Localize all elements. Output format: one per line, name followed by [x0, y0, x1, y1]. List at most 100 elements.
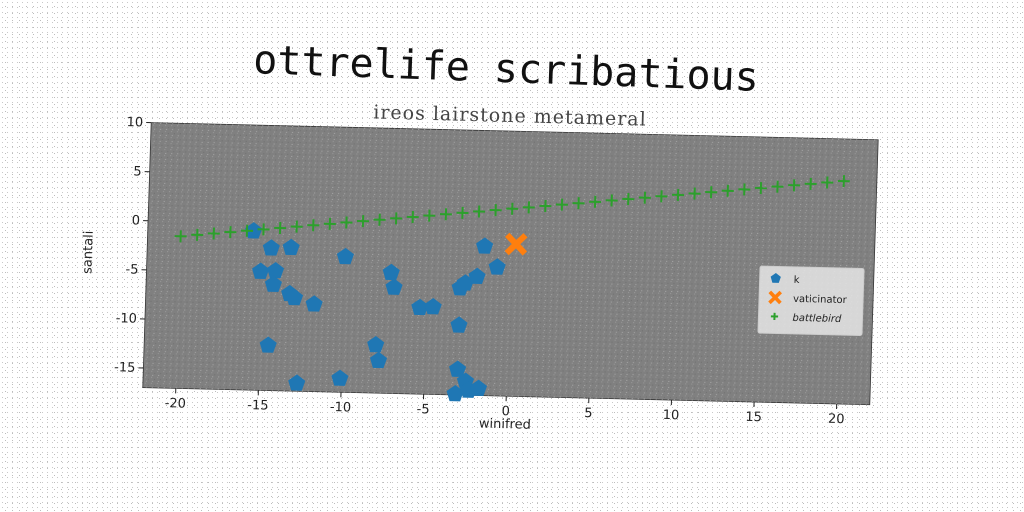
x-tick-label: -5 — [416, 402, 429, 417]
y-tick-label: 0 — [132, 213, 141, 228]
data-point — [411, 298, 429, 316]
data-point — [638, 191, 651, 204]
legend-label: vaticinator — [793, 294, 848, 306]
data-point — [274, 221, 287, 235]
data-point — [655, 190, 668, 203]
data-point — [385, 278, 403, 295]
data-point — [252, 262, 270, 279]
data-point — [450, 316, 468, 333]
x-tick-label: 5 — [584, 406, 593, 421]
data-point — [788, 179, 801, 192]
plot-noise — [142, 122, 879, 405]
data-point — [340, 216, 353, 229]
data-point — [804, 177, 817, 190]
data-point — [356, 215, 370, 228]
data-point — [469, 379, 488, 397]
data-point — [488, 258, 506, 275]
data-point — [721, 184, 734, 197]
data-point — [821, 176, 834, 189]
data-point — [174, 230, 187, 243]
data-point — [439, 208, 452, 221]
data-point — [264, 275, 283, 293]
series-battlebird — [174, 175, 850, 243]
data-point — [456, 206, 469, 219]
legend-marker — [768, 290, 782, 305]
data-point — [555, 198, 568, 211]
legend-label: battlebird — [792, 313, 842, 325]
data-point — [390, 212, 403, 225]
data-point — [738, 183, 751, 196]
data-point — [446, 384, 464, 402]
chart-title: ottrelife scribatious — [253, 37, 760, 101]
data-point — [476, 237, 494, 254]
plot-area: -20 -15 -10 -5 0 5 10 15 20 10 5 0 -5 -10 -15 k vaticin… — [80, 115, 879, 433]
data-point — [240, 224, 253, 237]
data-point — [506, 202, 519, 215]
data-point — [423, 209, 436, 222]
data-point — [288, 374, 306, 391]
data-point — [688, 187, 701, 200]
data-point — [331, 369, 349, 386]
x-tick-label: -10 — [330, 400, 352, 415]
data-point — [282, 238, 300, 256]
data-point — [456, 274, 474, 291]
data-marks — [174, 175, 850, 402]
data-point — [837, 175, 850, 188]
y-tick-label: 10 — [126, 115, 143, 130]
y-tick-label: -10 — [115, 311, 137, 326]
series-k — [245, 222, 506, 402]
x-tick-label: 10 — [662, 408, 679, 423]
chart-subtitle: ireos lairstone metameral — [373, 101, 647, 130]
data-point — [449, 360, 467, 377]
legend-marker — [770, 312, 779, 321]
x-tick-label: 20 — [828, 412, 845, 427]
data-point — [369, 351, 388, 369]
series-vaticinator — [504, 232, 528, 256]
x-tick-label: -15 — [247, 398, 269, 413]
data-point — [522, 201, 535, 214]
y-axis-label: santali — [80, 230, 96, 274]
data-point — [323, 217, 336, 230]
data-point — [382, 263, 400, 281]
data-point — [539, 199, 552, 212]
data-point — [373, 213, 386, 226]
data-point — [589, 195, 602, 208]
data-point — [406, 210, 419, 224]
data-point — [290, 220, 303, 233]
data-point — [671, 188, 685, 201]
legend-box — [757, 265, 865, 336]
data-point — [504, 232, 528, 256]
x-tick-label: -20 — [164, 396, 186, 411]
legend-label: k — [793, 275, 799, 286]
data-point — [266, 261, 285, 279]
data-point — [367, 335, 385, 353]
data-point — [622, 193, 635, 206]
data-point — [257, 223, 270, 236]
data-point — [424, 297, 442, 315]
data-point — [489, 204, 502, 217]
x-tick-label: 0 — [501, 404, 510, 419]
legend-marker — [770, 273, 781, 283]
x-tick-label: 15 — [745, 410, 762, 425]
data-point — [336, 247, 354, 265]
data-point — [771, 180, 784, 193]
data-point — [191, 228, 204, 241]
data-point — [262, 239, 280, 256]
data-point — [224, 226, 237, 239]
data-point — [207, 227, 220, 240]
data-point — [605, 194, 618, 207]
data-point — [305, 295, 323, 312]
x-axis-label: winifred — [479, 417, 531, 433]
data-point — [754, 182, 767, 195]
data-point — [473, 205, 486, 218]
data-point — [572, 197, 585, 210]
legend: k vaticinator battlebird — [757, 265, 865, 336]
data-point — [307, 219, 320, 232]
data-point — [705, 186, 718, 199]
data-point — [468, 267, 486, 285]
y-tick-label: 5 — [133, 164, 142, 179]
data-point — [285, 288, 304, 306]
y-tick-label: -5 — [125, 262, 138, 277]
y-tick-label: -15 — [114, 360, 136, 375]
